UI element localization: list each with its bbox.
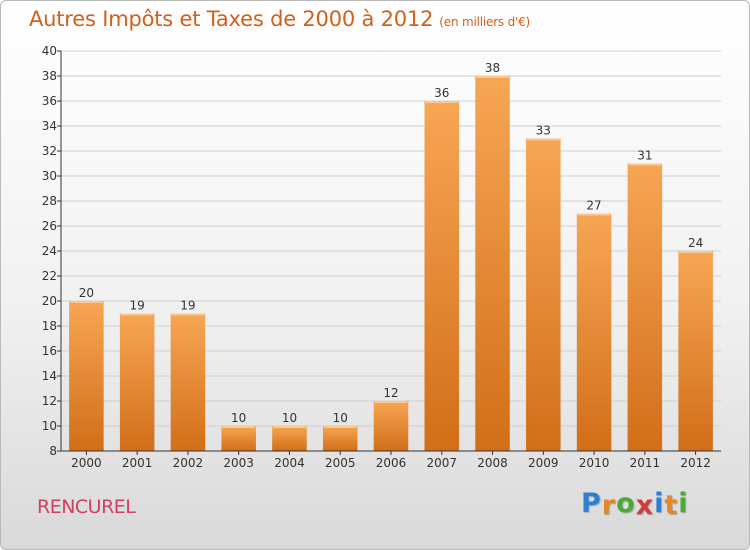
- bar-highlight: [273, 426, 306, 428]
- bar: [526, 138, 561, 451]
- y-tick-label: 34: [42, 119, 57, 133]
- data-label: 19: [130, 299, 145, 313]
- data-labels: 20 19 19 10 10 10 12 36 38 33 27 31 24: [79, 61, 704, 425]
- bar: [170, 313, 206, 451]
- x-tick-label: 2005: [325, 456, 356, 470]
- logo-letter: x: [635, 490, 655, 521]
- logo-letter: i: [678, 488, 689, 519]
- x-tick-label: 2010: [579, 456, 610, 470]
- bar: [221, 426, 256, 451]
- x-tick-label: 2006: [376, 456, 407, 470]
- data-label: 10: [282, 411, 297, 425]
- bar: [627, 163, 663, 451]
- x-tick-label: 2008: [477, 456, 508, 470]
- grid-lines: [61, 50, 721, 427]
- y-tick-label: 16: [42, 344, 57, 358]
- x-tick-label: 2001: [122, 456, 153, 470]
- logo-letter: P: [581, 488, 602, 519]
- logo-letter: t: [664, 490, 679, 521]
- y-tick-label: 8: [49, 444, 57, 458]
- y-tick-label: 22: [42, 269, 57, 283]
- bar-highlight: [577, 213, 611, 216]
- chart-title: Autres Impôts et Taxes de 2000 à 2012 (en…: [29, 7, 530, 31]
- chart-title-unit: (en milliers d'€): [439, 15, 531, 29]
- bar-highlight: [120, 313, 154, 316]
- y-tick-label: 10: [42, 419, 57, 433]
- x-tick-label: 2002: [173, 456, 204, 470]
- data-label: 20: [79, 286, 94, 300]
- x-tick-label: 2004: [274, 456, 305, 470]
- x-tick-label: 2011: [630, 456, 661, 470]
- bar-highlight: [171, 313, 205, 316]
- y-tick-label: 28: [42, 194, 57, 208]
- data-label: 10: [333, 411, 348, 425]
- y-tick-label: 14: [42, 369, 57, 383]
- bar: [322, 426, 358, 451]
- bar-highlight: [628, 163, 662, 166]
- axes: 8 10 12 14 16 18 20 22 24 26 28 30 32 34 36 38 40 2000 200…: [42, 44, 721, 470]
- bar-highlight: [323, 426, 357, 428]
- town-name: RENCUREL: [37, 496, 136, 518]
- bar-highlight: [425, 101, 459, 103]
- data-label: 31: [637, 149, 652, 163]
- data-label: 33: [536, 124, 551, 138]
- chart-title-text: Autres Impôts et Taxes de 2000 à 2012: [29, 7, 434, 31]
- y-tick-label: 36: [42, 94, 57, 108]
- bar-highlight: [222, 426, 255, 428]
- y-tick-label: 38: [42, 69, 57, 83]
- logo-letter: o: [616, 488, 636, 519]
- x-tick-label: 2012: [680, 456, 711, 470]
- bar: [272, 426, 307, 451]
- x-tick-label: 2007: [426, 456, 457, 470]
- bar-highlight: [476, 76, 509, 78]
- y-tick-label: 20: [42, 294, 57, 308]
- data-label: 12: [383, 386, 398, 400]
- bar-highlight: [374, 401, 408, 403]
- y-tick-label: 24: [42, 244, 57, 258]
- y-tick-label: 30: [42, 169, 57, 183]
- proxiti-logo: Proxiti: [581, 488, 689, 521]
- data-label: 38: [485, 61, 500, 75]
- y-tick-label: 18: [42, 319, 57, 333]
- data-label: 24: [688, 236, 703, 250]
- y-tick-label: 26: [42, 219, 57, 233]
- logo-letter: r: [601, 490, 617, 521]
- data-label: 10: [231, 411, 246, 425]
- bar: [475, 76, 510, 451]
- bar-highlight: [679, 251, 712, 253]
- bar: [678, 251, 713, 451]
- y-tick-label: 40: [42, 44, 57, 58]
- bar: [576, 213, 612, 451]
- x-tick-label: 2000: [71, 456, 102, 470]
- bar-highlight: [527, 138, 560, 141]
- y-tick-label: 32: [42, 144, 57, 158]
- x-tick-label: 2009: [528, 456, 559, 470]
- data-label: 27: [586, 199, 601, 213]
- data-label: 36: [434, 86, 449, 100]
- bar: [119, 313, 155, 451]
- bar: [424, 101, 460, 451]
- data-label: 19: [180, 299, 195, 313]
- bar: [373, 401, 409, 451]
- logo-letter: i: [654, 488, 665, 519]
- x-tick-label: 2003: [223, 456, 254, 470]
- bar-highlight: [70, 301, 103, 303]
- bar: [69, 301, 104, 451]
- bars: [69, 76, 713, 451]
- y-tick-label: 12: [42, 394, 57, 408]
